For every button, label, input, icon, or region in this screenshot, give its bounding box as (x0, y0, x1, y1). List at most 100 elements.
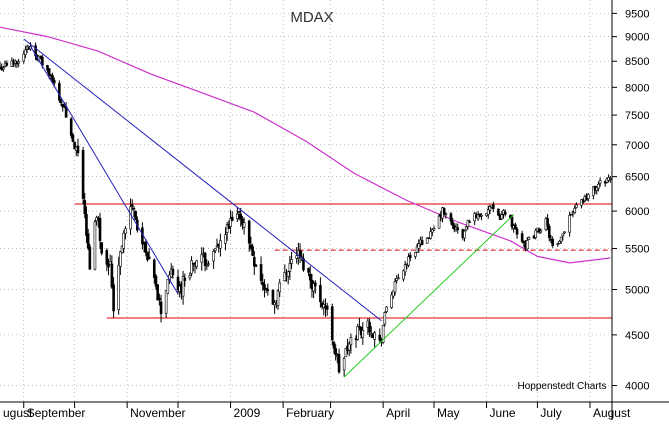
price-bar-body (368, 322, 371, 333)
price-bar-body (49, 74, 53, 77)
price-bar-body (188, 275, 192, 279)
price-bar-body (219, 240, 222, 249)
y-tick-label: 4500 (625, 330, 649, 342)
price-bar-body (254, 264, 258, 267)
price-bar-body (112, 284, 115, 312)
price-bar-body (488, 206, 492, 211)
price-bar-body (568, 215, 571, 233)
trend-line (23, 38, 382, 322)
price-bar-body (276, 290, 280, 306)
price-bar-body (164, 290, 168, 314)
price-bar-body (342, 358, 346, 371)
price-bar-body (5, 62, 9, 66)
price-bar-body (395, 278, 398, 281)
price-bar-body (503, 211, 507, 215)
y-tick-label: 8000 (625, 82, 649, 94)
price-bar-body (332, 342, 336, 349)
price-bar-body (120, 245, 124, 254)
price-bar-body (152, 259, 156, 278)
price-bar-body (547, 225, 551, 238)
price-bar-body (456, 227, 460, 231)
price-bar-body (451, 221, 454, 226)
price-bar-body (69, 118, 73, 136)
price-bar-body (176, 276, 180, 291)
price-bar-body (191, 262, 195, 265)
y-tick-label: 7000 (625, 140, 649, 152)
price-bar-body (124, 228, 127, 234)
price-bar-body (595, 187, 599, 191)
price-bar-body (515, 228, 519, 235)
price-bar-body (337, 354, 341, 373)
price-bar-body (107, 263, 110, 268)
price-bar-body (425, 237, 429, 244)
y-tick-label: 4000 (625, 381, 649, 393)
price-bar-body (158, 297, 161, 300)
price-bar-body (466, 219, 470, 228)
price-bar-body (215, 245, 219, 248)
price-bar-body (449, 213, 453, 222)
x-tick-label: September (27, 406, 86, 420)
price-bar-body (46, 65, 49, 71)
price-bar-body (464, 226, 468, 231)
x-tick-label: February (286, 406, 334, 420)
price-bar-body (251, 246, 254, 256)
price-bar-body (403, 264, 407, 273)
price-bar-body (241, 218, 244, 226)
price-bar-body (47, 68, 51, 76)
x-tick-label: June (490, 406, 516, 420)
y-tick-label: 8500 (625, 56, 649, 68)
price-bar-body (17, 61, 20, 64)
price-bar-body (81, 150, 85, 199)
price-bar-body (264, 287, 268, 290)
price-bar-body (437, 215, 441, 229)
price-bar-body (609, 178, 612, 180)
trend-line (30, 46, 179, 295)
price-bar-body (330, 306, 334, 341)
price-bar-body (76, 145, 80, 154)
price-bar-body (546, 218, 549, 226)
price-bar-body (558, 241, 561, 244)
price-bar-body (361, 330, 365, 338)
x-tick-label: July (540, 406, 561, 420)
price-bar-body (308, 273, 312, 281)
price-bar-body (520, 233, 524, 242)
price-bar-body (93, 221, 97, 270)
price-bar-body (252, 256, 256, 267)
price-bar-body (239, 213, 243, 220)
y-tick-label: 9500 (625, 8, 649, 20)
price-bar-body (432, 228, 436, 231)
y-tick-label: 5500 (625, 244, 649, 256)
price-bar-body (468, 221, 471, 223)
price-bar-body (325, 305, 329, 310)
x-tick-label: ugust (3, 406, 33, 420)
price-bar-body (408, 254, 412, 259)
trend-lines-layer (23, 38, 515, 378)
price-bar-body (486, 209, 490, 215)
price-bar-body (312, 283, 315, 292)
price-bar-body (283, 272, 287, 282)
price-bar-body (393, 281, 397, 293)
grid-layer (0, 0, 612, 402)
price-bar-body (407, 256, 410, 266)
price-bar-body (420, 240, 424, 245)
price-bar-body (561, 233, 565, 237)
price-bar-body (598, 180, 602, 184)
price-bar-body (307, 268, 310, 273)
price-bar-body (510, 216, 514, 228)
price-bar-body (417, 243, 421, 249)
price-bar-body (236, 213, 239, 219)
price-bar-body (166, 279, 170, 294)
moving-average-line (0, 26, 611, 264)
price-bar-body (383, 312, 387, 325)
price-bar-body (132, 207, 136, 210)
price-bar-body (288, 263, 292, 272)
price-bar-body (392, 290, 395, 297)
price-bar-body (402, 270, 405, 280)
price-bar-body (259, 264, 263, 281)
price-bar-body (146, 251, 149, 261)
price-bar-body (237, 210, 241, 213)
price-bar-body (390, 294, 393, 308)
price-bar-body (129, 206, 132, 230)
